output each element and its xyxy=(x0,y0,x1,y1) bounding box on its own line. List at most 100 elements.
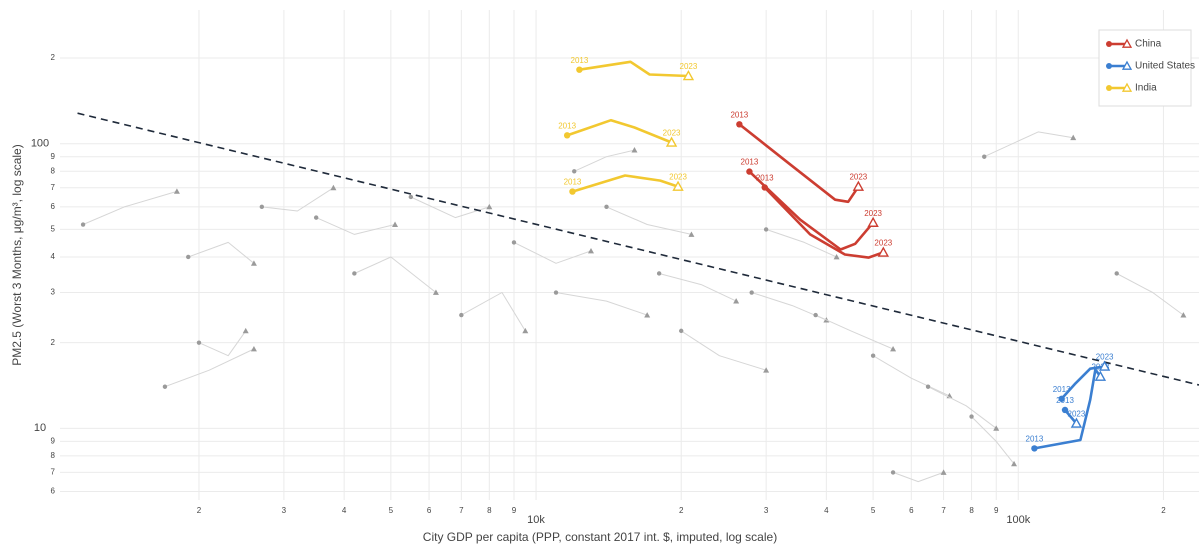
year-label: 2023 xyxy=(669,173,687,182)
y-tick-label: 4 xyxy=(51,252,56,261)
end-marker xyxy=(682,70,695,81)
y-tick-label: 7 xyxy=(51,468,56,477)
x-tick-label: 100k xyxy=(1006,514,1030,526)
end-marker xyxy=(877,246,890,257)
start-marker xyxy=(656,271,662,276)
legend-label: China xyxy=(1135,39,1162,50)
start-marker xyxy=(563,132,571,139)
trajectory-line xyxy=(748,170,875,251)
legend-box xyxy=(1098,29,1192,107)
y-tick-label: 8 xyxy=(51,166,56,175)
trajectory-line xyxy=(680,330,767,371)
end-marker xyxy=(250,260,257,266)
end-marker xyxy=(1070,134,1077,141)
start-marker xyxy=(572,169,577,174)
year-label: 2013 xyxy=(741,158,759,167)
start-marker xyxy=(969,414,974,419)
trajectory-line xyxy=(461,292,526,332)
year-label: 2023 xyxy=(680,62,698,71)
end-marker xyxy=(587,247,594,254)
start-marker xyxy=(982,154,987,159)
start-marker xyxy=(1031,445,1038,452)
trajectory-line xyxy=(573,149,635,172)
trajectory-line xyxy=(1034,368,1102,450)
y-axis-title: PM2.5 (Worst 3 Months, μg/m³, log scale) xyxy=(10,144,24,365)
y-tick-label: 6 xyxy=(51,487,56,496)
trajectory-line xyxy=(513,241,592,264)
legend-start xyxy=(1106,63,1112,69)
end-marker xyxy=(644,312,651,318)
x-tick-label: 6 xyxy=(909,506,914,515)
y-tick-label: 8 xyxy=(51,451,56,460)
start-marker xyxy=(679,328,684,334)
start-marker xyxy=(813,312,818,318)
start-marker xyxy=(352,271,357,276)
trajectory-line xyxy=(555,292,648,316)
legend-end xyxy=(1121,82,1133,92)
x-tick-label: 2 xyxy=(679,506,684,515)
y-tick-label: 10 xyxy=(34,422,46,434)
x-tick-label: 4 xyxy=(824,506,829,515)
end-marker xyxy=(242,327,249,334)
legend-end xyxy=(1121,38,1133,48)
trajectory-line xyxy=(872,355,950,397)
year-label: 2023 xyxy=(864,209,882,218)
start-marker xyxy=(736,121,743,128)
start-marker xyxy=(925,384,931,389)
start-marker xyxy=(604,204,609,210)
start-marker xyxy=(196,340,202,345)
end-marker xyxy=(763,367,770,373)
end-marker xyxy=(173,188,180,194)
end-marker xyxy=(1070,417,1083,428)
end-marker xyxy=(1098,360,1111,371)
y-tick-label: 100 xyxy=(31,138,49,150)
trajectory-line xyxy=(198,330,247,357)
x-tick-label: 7 xyxy=(459,506,464,515)
end-marker xyxy=(392,221,399,227)
end-marker xyxy=(665,136,678,147)
y-tick-label: 2 xyxy=(51,53,56,62)
year-label: 2013 xyxy=(1056,396,1074,405)
start-marker xyxy=(761,184,768,191)
end-marker xyxy=(1011,460,1018,467)
trajectory-line xyxy=(927,386,997,429)
x-tick-label: 10k xyxy=(527,514,545,526)
legend-label: United States xyxy=(1135,61,1195,72)
start-marker xyxy=(162,384,168,389)
trajectory-line xyxy=(815,314,894,350)
x-tick-label: 6 xyxy=(427,506,432,515)
end-marker xyxy=(890,345,897,352)
x-tick-label: 3 xyxy=(282,506,287,515)
x-tick-label: 2 xyxy=(197,506,202,515)
x-tick-label: 9 xyxy=(512,506,517,515)
end-marker xyxy=(250,345,257,352)
year-label: 2023 xyxy=(663,129,681,138)
x-axis-title: City GDP per capita (PPP, constant 2017 … xyxy=(423,530,777,544)
x-tick-label: 7 xyxy=(941,506,946,515)
year-label: 2023 xyxy=(874,239,892,248)
start-marker xyxy=(553,290,559,295)
trajectory-line xyxy=(579,60,689,78)
legend: China United States India xyxy=(1098,29,1195,107)
year-label: 2023 xyxy=(849,173,867,182)
end-marker xyxy=(1180,312,1187,318)
start-marker xyxy=(576,66,583,73)
trajectory-line xyxy=(354,256,437,293)
end-marker xyxy=(993,425,1000,431)
start-marker xyxy=(890,470,896,475)
trajectory-line xyxy=(1060,365,1105,400)
end-marker xyxy=(672,180,684,191)
year-label: 2013 xyxy=(1053,385,1071,394)
trajectory-line xyxy=(566,118,673,144)
start-marker xyxy=(1058,395,1065,402)
start-marker xyxy=(259,204,265,210)
x-tick-label: 5 xyxy=(389,506,394,515)
trend-line xyxy=(77,112,1199,386)
y-tick-label: 7 xyxy=(51,183,56,192)
y-tick-label: 6 xyxy=(51,202,56,211)
trajectory-line xyxy=(188,241,255,264)
trajectory-line xyxy=(738,123,860,204)
end-marker xyxy=(733,298,740,304)
year-label: 2013 xyxy=(730,110,748,119)
start-marker xyxy=(408,194,414,200)
